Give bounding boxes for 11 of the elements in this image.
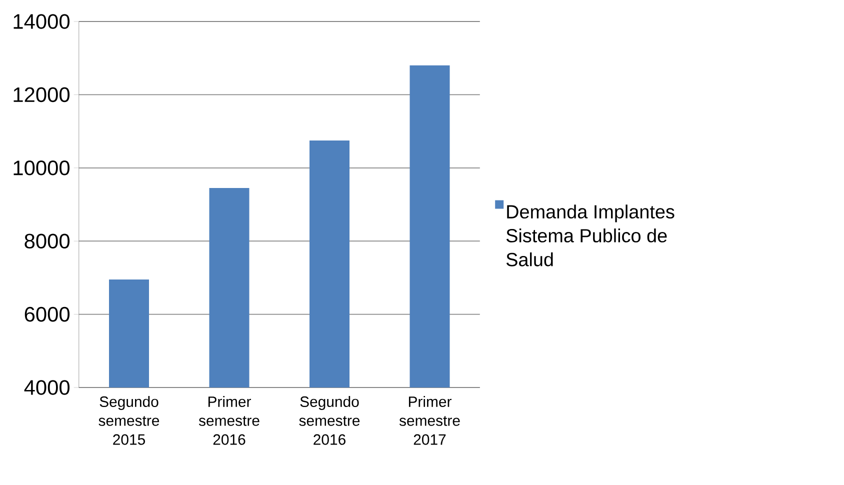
y-tick-label: 4000: [24, 380, 70, 395]
x-tick-label: Segundo semestre 2016: [299, 396, 360, 445]
y-tick-label: 14000: [14, 14, 70, 29]
legend-label: Demanda Implantes Sistema Publico de Salud: [506, 204, 674, 266]
x-tick-label: Segundo semestre 2015: [98, 396, 160, 445]
x-tick-label: Primer semestre 2016: [198, 396, 260, 445]
y-tick-label: 6000: [24, 306, 70, 322]
y-tick-label: 12000: [14, 87, 70, 102]
y-tick-label: 10000: [14, 160, 70, 176]
y-tick-label: 8000: [24, 234, 70, 248]
x-tick-label: Primer semestre 2017: [399, 396, 460, 445]
